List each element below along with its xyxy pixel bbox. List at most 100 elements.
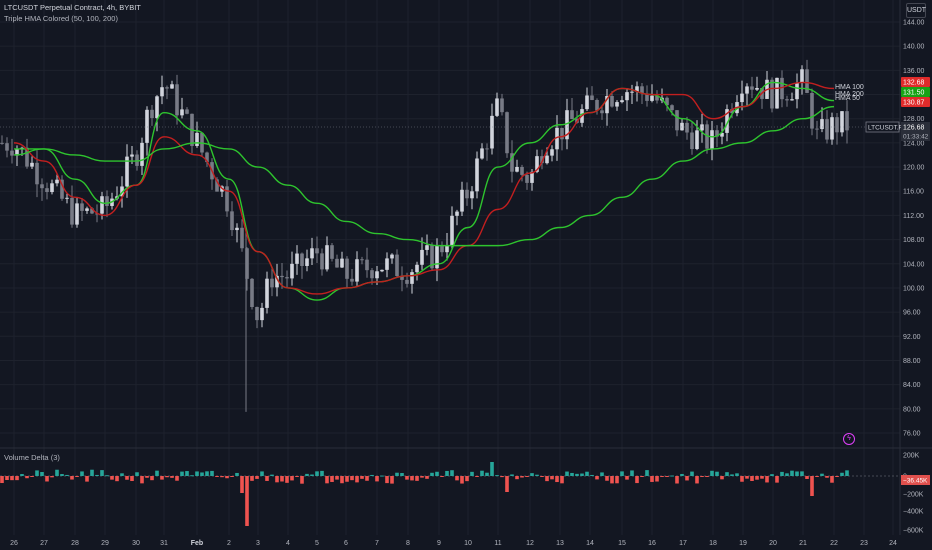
volume-bar — [785, 473, 789, 476]
candle-body — [120, 186, 124, 197]
candle-body — [85, 208, 89, 211]
candle-body — [400, 276, 404, 280]
candle-body — [530, 171, 534, 183]
symbol-title[interactable]: LTCUSDT Perpetual Contract, 4h, BYBIT — [4, 3, 141, 12]
candle-body — [160, 87, 164, 97]
grid — [0, 0, 900, 535]
candle-body — [790, 99, 794, 101]
volume-bar — [845, 470, 849, 476]
candle-body — [675, 110, 679, 131]
volume-bar — [570, 472, 574, 476]
candle-body — [75, 203, 79, 225]
candle-body — [310, 248, 314, 259]
lightning-icon[interactable]: ϟ — [843, 433, 855, 445]
time-axis-tick: 31 — [160, 540, 168, 547]
volume-bar — [480, 470, 484, 476]
volume-bar — [630, 470, 634, 476]
candle-body — [640, 86, 644, 94]
volume-bar — [465, 476, 469, 482]
candle-body — [645, 93, 649, 101]
volume-bar — [690, 471, 694, 476]
candle-body — [540, 156, 544, 164]
volume-pane-title[interactable]: Volume Delta (3) — [4, 453, 60, 462]
volume-bar — [620, 471, 624, 476]
candle-body — [555, 127, 559, 150]
candle-body — [140, 142, 144, 166]
candle-body — [90, 208, 94, 214]
candle-body — [650, 95, 654, 101]
candle-body — [800, 69, 804, 83]
volume-bar — [565, 471, 569, 476]
price-axis-tick: 92.00 — [903, 334, 921, 341]
candle-body — [230, 211, 234, 231]
volume-bar — [795, 471, 799, 476]
volume-bar — [555, 476, 559, 483]
volume-bar — [670, 475, 674, 477]
candle-body — [740, 93, 744, 103]
symbol-price-tag: LTCUSDT.P — [868, 125, 903, 132]
candles[interactable] — [0, 59, 849, 412]
volume-bar — [530, 473, 534, 476]
volume-bar — [0, 476, 4, 484]
volume-bar — [245, 476, 249, 526]
candle-body — [615, 102, 619, 107]
candle-body — [595, 99, 599, 111]
currency-button[interactable]: USDT — [906, 3, 926, 18]
volume-bar — [805, 476, 809, 479]
volume-bar — [755, 476, 759, 480]
volume-bar — [390, 476, 394, 484]
volume-bar — [10, 476, 14, 481]
time-axis-tick: 24 — [889, 540, 897, 547]
volume-bars[interactable] — [0, 462, 849, 526]
candle-body — [835, 117, 839, 133]
candle-body — [585, 95, 589, 110]
candle-body — [500, 98, 504, 113]
candle-body — [470, 191, 474, 199]
volume-bar — [750, 476, 754, 481]
last-price-bg — [901, 122, 930, 141]
candle-body — [270, 278, 274, 288]
price-axis-tick: 100.00 — [903, 285, 925, 292]
price-axis-tick: 124.00 — [903, 140, 925, 147]
candle-body — [770, 79, 774, 109]
volume-bar — [355, 476, 359, 483]
volume-bar — [520, 476, 524, 478]
volume-bar — [655, 476, 659, 482]
time-axis-tick: 5 — [315, 540, 319, 547]
time-axis-tick: 12 — [526, 540, 534, 547]
candle-body — [630, 91, 634, 93]
candle-body — [775, 77, 779, 109]
candle-body — [215, 179, 219, 192]
volume-axis-tick: −200K — [903, 492, 924, 499]
volume-bar — [275, 476, 279, 483]
candle-body — [480, 148, 484, 159]
price-axis-tick: 84.00 — [903, 382, 921, 389]
candle-body — [300, 253, 304, 266]
volume-bar — [145, 476, 149, 478]
volume-bar — [675, 476, 679, 484]
volume-bar — [185, 471, 189, 476]
candle-body — [620, 100, 624, 103]
volume-bar — [320, 470, 324, 476]
hma-200-line[interactable] — [13, 105, 835, 247]
candle-body — [680, 122, 684, 131]
candle-body — [150, 109, 154, 119]
candle-body — [815, 128, 819, 130]
candle-body — [355, 259, 359, 282]
countdown-tag: 01:33:42 — [903, 134, 929, 141]
volume-bar — [550, 476, 554, 480]
volume-bar — [230, 476, 234, 477]
hma-100-line[interactable] — [13, 81, 835, 295]
volume-bar — [170, 476, 174, 478]
candle-body — [460, 189, 464, 212]
volume-bar — [695, 476, 699, 484]
volume-bar — [265, 476, 269, 481]
indicator-title[interactable]: Triple HMA Colored (50, 100, 200) — [4, 14, 118, 23]
volume-bar — [715, 471, 719, 476]
candle-body — [705, 124, 709, 149]
volume-bar — [425, 476, 429, 479]
time-axis-tick: 14 — [586, 540, 594, 547]
candle-body — [205, 152, 209, 163]
volume-bar — [150, 476, 154, 481]
